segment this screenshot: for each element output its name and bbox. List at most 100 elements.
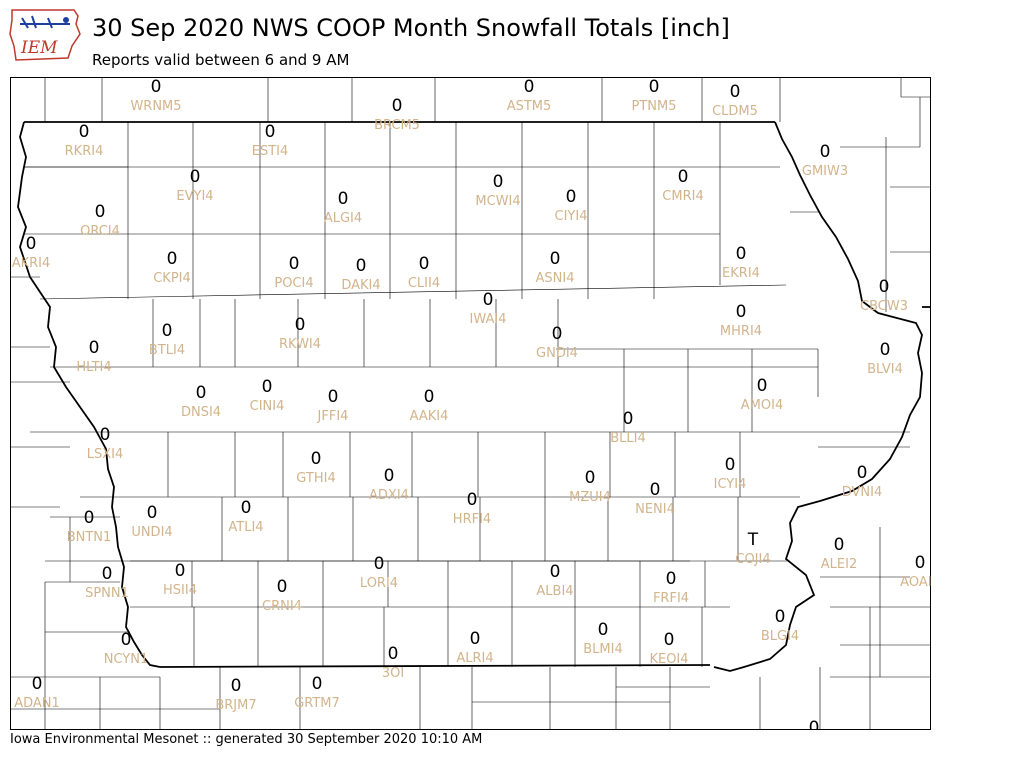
station-value: 0 [167,249,178,269]
station-value: 0 [295,315,306,335]
station-value: 0 [392,96,403,116]
station-id-label: BRCM5 [374,118,420,133]
station-value: 0 [809,718,820,730]
station-marker: 0 RKWI4 [279,315,321,352]
station-id-label: JFFI4 [317,409,349,424]
station-id-label: BLGI4 [761,629,799,644]
station-id-label: ALRI4 [456,651,493,666]
station-marker: 0 DAKI4 [341,256,380,293]
station-value: 0 [678,167,689,187]
station-value: 0 [102,564,113,584]
station-value: 0 [736,302,747,322]
station-marker: 0 BTLI4 [149,321,185,358]
station-value: 0 [277,577,288,597]
station-value: 0 [384,466,395,486]
station-id-label: CRNI4 [262,599,302,614]
station-marker: 0 NCYN1 [104,630,149,667]
county-lines [10,77,931,730]
station-id-label: ALBI4 [536,584,573,599]
station-id-label: SPNN1 [85,586,129,601]
station-marker: 0 BLMI4 [583,620,622,657]
station-value: 0 [467,490,478,510]
map-subtitle: Reports valid between 6 and 9 AM [92,51,350,69]
station-value: 0 [879,277,890,297]
station-marker: 0 RKRI4 [65,122,104,159]
station-marker: 0 MZUI4 [569,468,611,505]
station-value: 0 [915,553,926,573]
station-value: 0 [95,202,106,222]
station-value: 0 [775,607,786,627]
station-id-label: CLII4 [408,276,440,291]
station-id-label: ATLI4 [228,520,263,535]
station-marker: 0 JFFI4 [317,387,349,424]
station-marker: 0 BLLI4 [610,409,646,446]
station-value: 0 [175,561,186,581]
station-marker: 0 GMIW3 [802,142,848,179]
logo-text: IEM [20,38,58,58]
station-marker: 0 ALRI4 [456,629,493,666]
station-value: 0 [585,468,596,488]
station-marker: 0 PTNM5 [632,77,677,114]
station-value: 0 [84,508,95,528]
station-value: 0 [623,409,634,429]
station-marker: 0 GRTM7 [294,674,340,711]
station-marker: 0 HLTI4 [76,338,111,375]
station-value: 0 [424,387,435,407]
station-layer: 0 WRNM5 0 BRCM5 0 ASTM5 0 PTNM5 0 CLDM5 0 RKRI4 0 EST… [12,77,931,730]
station-value: 0 [262,377,273,397]
station-value: 0 [196,383,207,403]
station-value: 0 [666,569,677,589]
station-marker: 0 MCWI4 [475,172,520,209]
station-marker: 0 [809,718,820,730]
station-marker: 0 ESTI4 [252,122,289,159]
station-value: 0 [356,256,367,276]
station-marker: 0 BRJM7 [215,676,256,713]
station-marker: 0 AAKI4 [410,387,449,424]
map-frame [10,77,931,730]
station-id-label: CLDM5 [712,104,758,119]
station-marker: 0 HSII4 [163,561,197,598]
station-value: 0 [664,630,675,650]
station-marker: 0 ALGI4 [324,189,362,226]
station-marker: 0 CKPI4 [153,249,191,286]
iem-logo-icon: IEM [9,9,81,61]
station-id-label: CINI4 [250,399,285,414]
station-marker: 0 ASNI4 [536,249,575,286]
station-id-label: DAKI4 [341,278,380,293]
station-marker: 0 KEOI4 [649,630,688,667]
station-id-label: AAKI4 [410,409,449,424]
station-id-label: ICYI4 [714,477,747,492]
station-id-label: AKRI4 [12,256,51,271]
station-id-label: CBCW3 [860,299,908,314]
station-marker: 0 UNDI4 [131,503,172,540]
station-value: 0 [649,77,660,97]
station-id-label: BRJM7 [215,698,256,713]
station-value: 0 [147,503,158,523]
station-id-label: LSXI4 [87,447,124,462]
station-value: 0 [736,244,747,264]
footer-credit: Iowa Environmental Mesonet :: generated … [10,732,483,747]
station-id-label: IWAI4 [470,312,507,327]
station-value: 0 [820,142,831,162]
station-id-label: HLTI4 [76,360,111,375]
station-id-label: KEOI4 [649,652,688,667]
station-id-label: FRFI4 [653,591,689,606]
station-marker: 0 ALEI2 [821,535,857,572]
station-marker: 0 LSXI4 [87,425,124,462]
station-marker: 0 DVNI4 [842,463,883,500]
station-marker: 0 CLDM5 [712,82,758,119]
station-value: 0 [483,290,494,310]
station-marker: 0 BLVI4 [867,340,903,377]
station-marker: 0 LORI4 [360,554,398,591]
station-value: 0 [552,324,563,344]
station-value: 0 [79,122,90,142]
station-marker: 0 EVYI4 [176,167,213,204]
station-id-label: ADAN1 [14,696,60,711]
station-id-label: ASTM5 [507,99,552,114]
station-id-label: GRTM7 [294,696,340,711]
station-value: 0 [524,77,535,97]
station-id-label: BLMI4 [583,642,622,657]
station-marker: 0 AKRI4 [12,234,51,271]
station-value: 0 [312,674,323,694]
map-title: 30 Sep 2020 NWS COOP Month Snowfall Tota… [92,14,730,42]
